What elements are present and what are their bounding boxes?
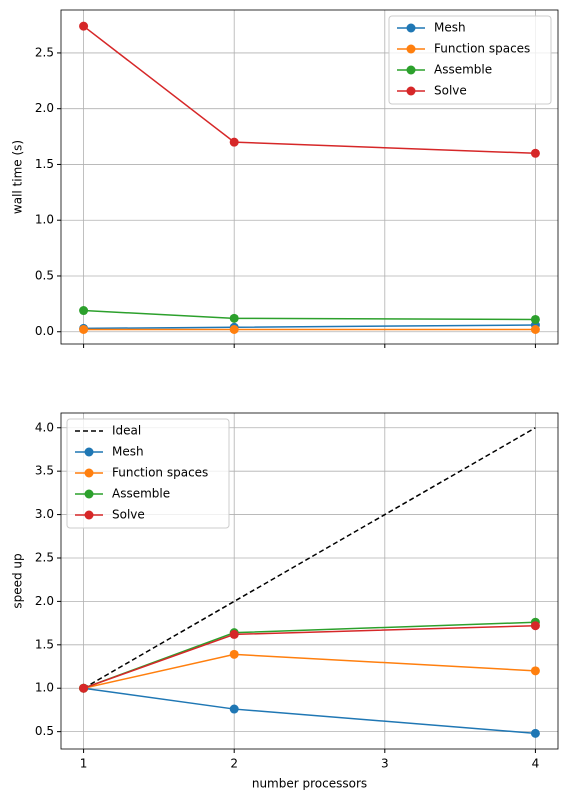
y-tick-label: 1.0: [35, 213, 54, 227]
legend-label: Function spaces: [112, 466, 208, 480]
data-point: [530, 666, 540, 676]
data-point: [229, 629, 239, 639]
x-tick-label: 3: [381, 757, 389, 771]
y-tick-label: 0.5: [35, 724, 54, 738]
legend-label: Mesh: [112, 445, 144, 459]
y-tick-label: 3.0: [35, 507, 54, 521]
y-axis-label: speed up: [11, 553, 25, 608]
legend-marker: [84, 468, 94, 478]
data-point: [530, 621, 540, 631]
y-tick-label: 2.0: [35, 101, 54, 115]
x-axis-label: number processors: [252, 777, 367, 791]
data-point: [79, 325, 89, 335]
y-tick-label: 0.0: [35, 324, 54, 338]
legend-box: [388, 15, 552, 105]
y-tick-label: 4.0: [35, 420, 54, 434]
data-point: [79, 306, 89, 316]
y-axis-label: wall time (s): [11, 140, 25, 214]
data-point: [79, 21, 89, 31]
axes-frame: [60, 9, 559, 345]
legend-label: Assemble: [112, 487, 170, 501]
series-line: [83, 687, 536, 735]
legend-marker: [406, 65, 416, 75]
legend-label: Function spaces: [434, 42, 530, 56]
data-point: [530, 728, 540, 738]
y-tick-label: 1.5: [35, 157, 54, 171]
legend-label: Solve: [112, 508, 145, 522]
data-point: [530, 314, 540, 324]
series-line: [83, 309, 536, 321]
legend-marker: [84, 510, 94, 520]
legend-marker: [406, 86, 416, 96]
legend-marker: [406, 23, 416, 33]
data-point: [229, 313, 239, 323]
data-point: [530, 148, 540, 158]
legend-marker: [84, 489, 94, 499]
data-point: [229, 325, 239, 335]
data-point: [530, 325, 540, 335]
legend-label: Solve: [434, 84, 467, 98]
y-tick-label: 1.0: [35, 681, 54, 695]
legend-label: Ideal: [112, 424, 141, 438]
y-tick-label: 3.5: [35, 464, 54, 478]
x-tick-label: 1: [80, 757, 88, 771]
y-tick-label: 2.5: [35, 550, 54, 564]
series-line: [83, 427, 536, 689]
y-tick-label: 1.5: [35, 637, 54, 651]
data-point: [79, 683, 89, 693]
legend-marker: [406, 44, 416, 54]
series-line: [83, 653, 536, 689]
legend-marker: [84, 447, 94, 457]
data-point: [229, 649, 239, 659]
data-point: [229, 704, 239, 714]
y-tick-label: 0.5: [35, 268, 54, 282]
y-tick-label: 2.5: [35, 45, 54, 59]
legend-label: Assemble: [434, 63, 492, 77]
data-point: [229, 137, 239, 147]
x-tick-label: 2: [230, 757, 238, 771]
legend-box: [66, 418, 230, 529]
legend-label: Mesh: [434, 21, 466, 35]
axes-frame: [60, 412, 559, 750]
series-line: [83, 324, 536, 330]
series-line: [83, 624, 536, 689]
x-tick-label: 4: [532, 757, 540, 771]
y-tick-label: 2.0: [35, 594, 54, 608]
